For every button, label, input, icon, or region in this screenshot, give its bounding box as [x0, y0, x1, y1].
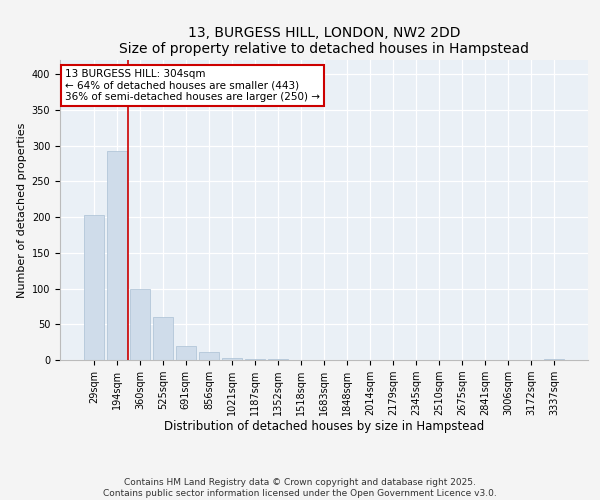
Bar	[199, 352, 218, 360]
Bar	[130, 288, 149, 360]
Bar	[84, 215, 104, 360]
Bar	[153, 317, 173, 360]
Bar	[176, 346, 196, 360]
Bar	[245, 358, 265, 360]
Title: 13, BURGESS HILL, LONDON, NW2 2DD
Size of property relative to detached houses i: 13, BURGESS HILL, LONDON, NW2 2DD Size o…	[119, 26, 529, 56]
Text: Contains HM Land Registry data © Crown copyright and database right 2025.
Contai: Contains HM Land Registry data © Crown c…	[103, 478, 497, 498]
Text: 13 BURGESS HILL: 304sqm
← 64% of detached houses are smaller (443)
36% of semi-d: 13 BURGESS HILL: 304sqm ← 64% of detache…	[65, 69, 320, 102]
Bar	[107, 150, 127, 360]
X-axis label: Distribution of detached houses by size in Hampstead: Distribution of detached houses by size …	[164, 420, 484, 432]
Y-axis label: Number of detached properties: Number of detached properties	[17, 122, 28, 298]
Bar	[222, 358, 242, 360]
